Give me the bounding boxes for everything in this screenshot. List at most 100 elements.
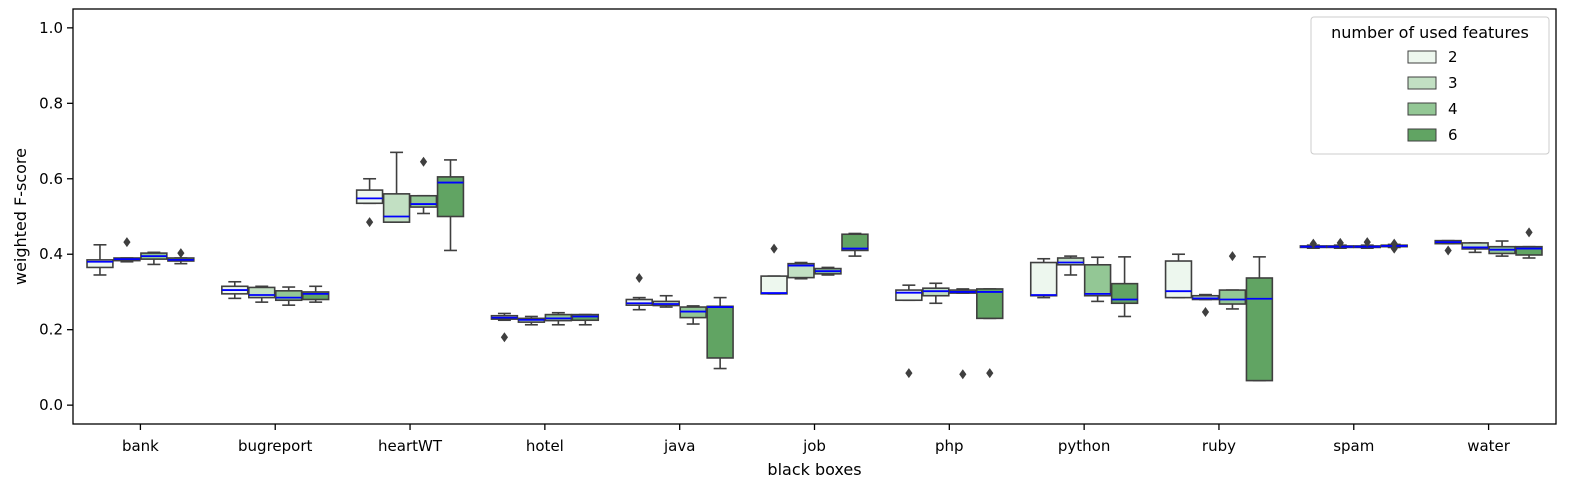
box-bank-2 bbox=[86, 243, 114, 276]
box-water-2 bbox=[1434, 239, 1462, 256]
outlier-point bbox=[1390, 243, 1398, 254]
box-iqr bbox=[1245, 277, 1274, 382]
box-job-6 bbox=[841, 232, 869, 257]
box-iqr bbox=[571, 313, 600, 322]
box-iqr bbox=[301, 291, 330, 301]
outlier-point bbox=[1309, 238, 1317, 249]
box-iqr bbox=[1218, 289, 1247, 305]
outlier-point bbox=[905, 368, 913, 379]
legend-entry-label: 3 bbox=[1448, 74, 1458, 92]
outlier-point bbox=[1363, 237, 1371, 248]
box-iqr bbox=[1461, 242, 1489, 250]
x-tick-label: php bbox=[935, 437, 964, 455]
outlier-point bbox=[366, 217, 374, 228]
box-iqr bbox=[1110, 282, 1139, 305]
box-iqr bbox=[1029, 261, 1058, 297]
outlier-point bbox=[419, 156, 428, 167]
outlier-point bbox=[177, 248, 185, 259]
box-bank-4 bbox=[140, 251, 168, 266]
y-tick-label: 0.0 bbox=[39, 396, 63, 414]
x-tick-label: heartWT bbox=[378, 437, 443, 455]
y-tick-label: 0.4 bbox=[39, 245, 63, 263]
box-iqr bbox=[248, 286, 276, 299]
plot-frame bbox=[72, 8, 1557, 425]
outlier-point bbox=[770, 243, 778, 254]
outlier-point bbox=[635, 272, 643, 283]
box-iqr bbox=[760, 275, 788, 295]
box-iqr bbox=[409, 194, 438, 208]
box-ruby-3 bbox=[1191, 293, 1220, 317]
box-heartWT-2 bbox=[355, 177, 384, 228]
legend-swatch bbox=[1407, 76, 1437, 90]
box-python-2 bbox=[1029, 257, 1058, 299]
box-iqr bbox=[625, 298, 653, 306]
box-heartWT-6 bbox=[436, 159, 465, 252]
box-iqr bbox=[1083, 263, 1112, 297]
box-iqr bbox=[86, 259, 114, 269]
box-spam-6 bbox=[1380, 238, 1408, 254]
box-ruby-2 bbox=[1164, 253, 1193, 299]
box-hotel-6 bbox=[571, 313, 600, 326]
y-tick-label: 0.2 bbox=[39, 321, 63, 339]
box-water-4 bbox=[1488, 240, 1516, 257]
box-php-2 bbox=[895, 284, 923, 379]
legend: number of used features 2 3 4 6 bbox=[1310, 16, 1550, 155]
legend-swatch bbox=[1407, 128, 1437, 142]
box-python-3 bbox=[1056, 255, 1085, 276]
x-axis: bank bugreport heartWT hotel java job php pytho… bbox=[122, 424, 1511, 455]
outlier-point bbox=[959, 369, 967, 380]
box-heartWT-3 bbox=[382, 151, 411, 223]
box-iqr bbox=[841, 233, 869, 252]
outlier-point bbox=[1336, 237, 1344, 248]
box-iqr bbox=[382, 193, 411, 223]
box-bugreport-4 bbox=[274, 286, 303, 306]
box-iqr bbox=[1056, 257, 1085, 266]
box-iqr bbox=[706, 305, 734, 359]
legend-swatch bbox=[1407, 50, 1437, 64]
box-hotel-3 bbox=[517, 315, 546, 326]
box-hotel-2 bbox=[490, 312, 519, 343]
outlier-point bbox=[1201, 306, 1210, 317]
plot-area bbox=[86, 151, 1543, 382]
box-ruby-6 bbox=[1245, 256, 1274, 382]
box-job-2 bbox=[760, 243, 788, 295]
box-water-3 bbox=[1461, 242, 1489, 254]
outlier-point bbox=[1525, 227, 1533, 238]
box-php-6 bbox=[976, 288, 1004, 379]
x-tick-label: water bbox=[1467, 437, 1511, 455]
x-tick-label: bank bbox=[122, 437, 159, 455]
box-python-6 bbox=[1110, 256, 1139, 318]
box-spam-3 bbox=[1326, 237, 1355, 249]
y-tick-label: 0.6 bbox=[39, 170, 63, 188]
box-iqr bbox=[436, 176, 465, 218]
y-axis-label: weighted F-score bbox=[11, 148, 30, 285]
outlier-point bbox=[1444, 245, 1452, 256]
box-php-3 bbox=[922, 282, 950, 305]
legend-swatch bbox=[1407, 102, 1437, 116]
box-spam-2 bbox=[1299, 238, 1328, 249]
box-bugreport-2 bbox=[221, 280, 249, 300]
box-java-4 bbox=[679, 305, 707, 325]
outlier-point bbox=[500, 332, 509, 343]
legend-entry-label: 2 bbox=[1448, 48, 1458, 66]
x-tick-label: ruby bbox=[1202, 437, 1236, 455]
legend-entry-label: 4 bbox=[1448, 100, 1458, 118]
legend-entry-label: 6 bbox=[1448, 126, 1458, 144]
box-bank-6 bbox=[167, 248, 195, 265]
y-axis: 0.0 0.2 0.4 0.6 0.8 1.0 bbox=[39, 19, 73, 414]
y-tick-label: 1.0 bbox=[39, 19, 63, 37]
box-iqr bbox=[1164, 260, 1193, 299]
box-java-3 bbox=[652, 294, 680, 308]
box-job-4 bbox=[814, 266, 842, 276]
box-java-6 bbox=[706, 296, 734, 370]
outlier-point bbox=[123, 237, 131, 248]
box-hotel-4 bbox=[544, 311, 573, 326]
box-php-4 bbox=[949, 288, 977, 380]
legend-title: number of used features bbox=[1331, 23, 1529, 42]
box-iqr bbox=[787, 262, 815, 279]
box-heartWT-4 bbox=[409, 156, 438, 215]
box-job-3 bbox=[787, 261, 815, 280]
x-tick-label: spam bbox=[1333, 437, 1374, 455]
box-bugreport-6 bbox=[301, 285, 330, 303]
